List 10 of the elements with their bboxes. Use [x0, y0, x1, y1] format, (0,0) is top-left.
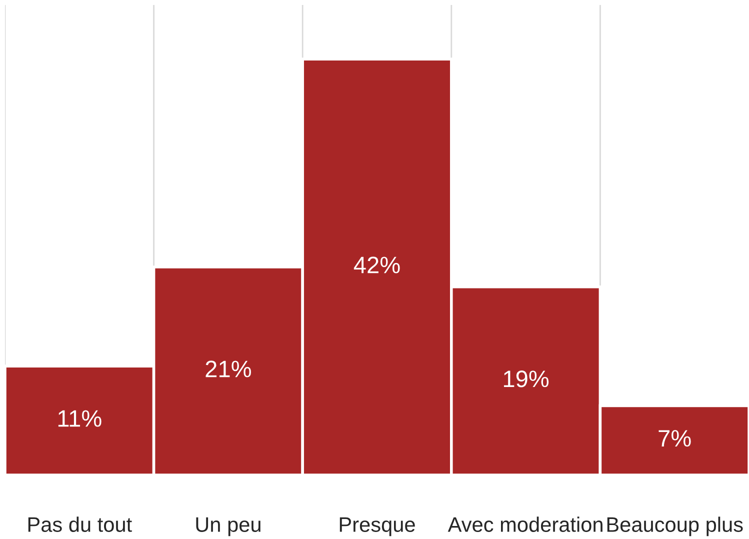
x-tick-label: Un peu [196, 517, 260, 536]
x-tick-label: Beaucoup plus [607, 516, 743, 536]
x-tick-label: Avec moderation [448, 516, 602, 532]
data-label: 7% [658, 430, 691, 447]
data-label: 42% [354, 256, 400, 274]
x-tick-label: Pas du tout [28, 516, 132, 532]
data-label: 21% [206, 360, 251, 378]
data-label: 19% [504, 370, 549, 388]
data-label: 11% [58, 410, 102, 427]
x-tick-label: Presque [340, 517, 415, 536]
